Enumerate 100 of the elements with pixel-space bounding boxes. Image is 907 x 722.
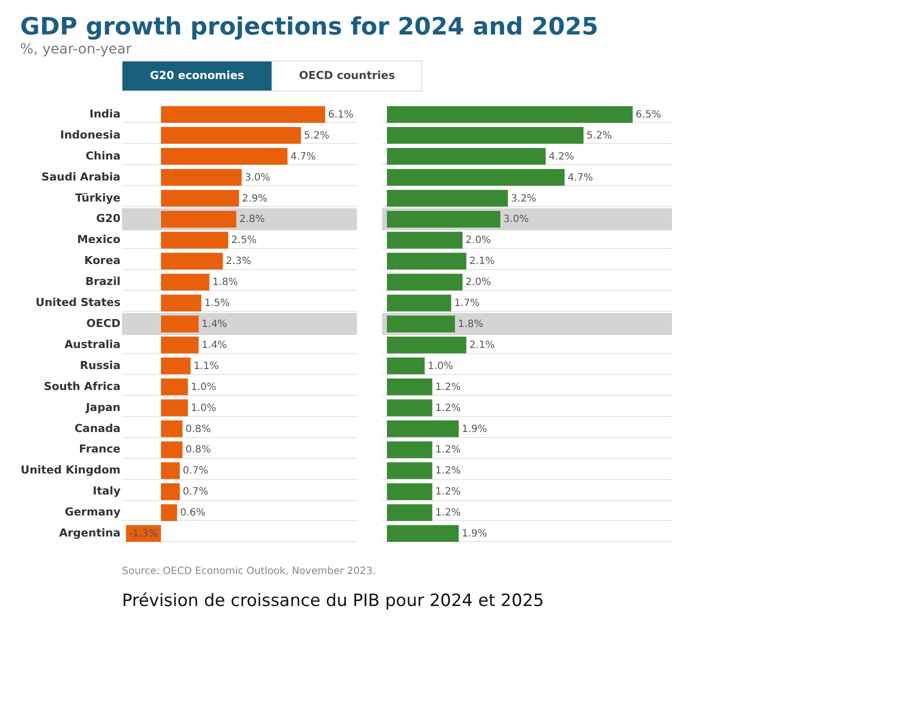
data-label: 1.8% bbox=[212, 277, 238, 288]
data-label: 0.8% bbox=[186, 424, 211, 435]
y-tick-label: United States bbox=[36, 296, 121, 310]
y-tick-label: France bbox=[79, 442, 120, 456]
bar bbox=[386, 336, 466, 354]
y-tick-label: Australia bbox=[64, 338, 120, 351]
bar bbox=[386, 441, 432, 458]
bar bbox=[386, 274, 463, 290]
data-label: 3.0% bbox=[503, 214, 529, 226]
bar bbox=[160, 252, 223, 270]
y-tick-label: South Africa bbox=[44, 380, 120, 393]
text: OECD countries bbox=[298, 69, 396, 82]
data-label: 1.2% bbox=[435, 486, 461, 498]
data-label: 1.2% bbox=[435, 508, 461, 519]
data-label: 2.9% bbox=[242, 193, 268, 204]
bar bbox=[386, 316, 455, 332]
y-tick-label: Canada bbox=[74, 422, 120, 435]
y-tick-label: Germany bbox=[64, 506, 120, 519]
data-label: 1.9% bbox=[462, 424, 488, 435]
y-tick-label: China bbox=[86, 149, 120, 162]
bar bbox=[160, 106, 326, 123]
bar bbox=[386, 483, 432, 500]
data-label: 0.6% bbox=[180, 508, 206, 519]
data-label: 0.7% bbox=[182, 466, 208, 477]
data-label: 0.7% bbox=[182, 486, 208, 498]
y-tick-label: Argentina bbox=[59, 526, 120, 540]
data-label: 1.5% bbox=[204, 298, 230, 310]
y-tick-label: Korea bbox=[84, 254, 120, 268]
data-label: 1.1% bbox=[194, 360, 219, 372]
bar bbox=[160, 420, 182, 438]
bar bbox=[386, 168, 565, 186]
bar bbox=[386, 294, 452, 312]
data-label: 1.0% bbox=[190, 382, 216, 393]
chart-title: GDP growth projections for 2024 and 2025 bbox=[20, 12, 598, 40]
data-label: 1.2% bbox=[435, 402, 461, 414]
text: Prévision de croissance du PIB pour 2024 et 2025 bbox=[122, 591, 544, 611]
bar bbox=[160, 232, 228, 249]
y-tick-label: United Kingdom bbox=[20, 464, 120, 477]
y-tick-label: Mexico bbox=[77, 233, 121, 246]
data-label: 1.0% bbox=[428, 360, 454, 372]
bar bbox=[160, 358, 191, 374]
data-label: 4.7% bbox=[568, 172, 594, 184]
data-label: 4.2% bbox=[548, 151, 574, 162]
y-tick-label: India bbox=[90, 107, 120, 120]
data-label: 4.7% bbox=[290, 151, 316, 162]
bar bbox=[386, 378, 432, 396]
bar bbox=[160, 274, 210, 290]
y-tick-label: Russia bbox=[80, 358, 120, 372]
bar bbox=[160, 378, 188, 396]
data-label: 2.1% bbox=[469, 340, 495, 351]
data-label: 1.2% bbox=[435, 444, 461, 456]
bar bbox=[386, 148, 546, 165]
data-label: 2.0% bbox=[466, 277, 491, 288]
data-label: 1.4% bbox=[202, 340, 228, 351]
bar bbox=[386, 504, 432, 521]
bar bbox=[160, 483, 180, 500]
y-tick-label: Saudi Arabia bbox=[41, 170, 120, 184]
data-label: 2.1% bbox=[469, 256, 495, 268]
bar bbox=[386, 127, 584, 144]
data-label: 3.2% bbox=[510, 193, 536, 204]
data-label: 1.2% bbox=[435, 382, 461, 393]
bar bbox=[386, 462, 432, 480]
bar bbox=[386, 358, 425, 374]
bar bbox=[386, 420, 459, 438]
data-label: 6.5% bbox=[636, 109, 662, 120]
data-label: 0.8% bbox=[186, 444, 211, 456]
data-label: 3.0% bbox=[244, 172, 270, 184]
data-label: 1.4% bbox=[202, 319, 228, 330]
bar bbox=[386, 525, 459, 542]
bar bbox=[160, 127, 301, 144]
data-label: 2.5% bbox=[231, 235, 257, 246]
text: G20 economies bbox=[150, 69, 245, 82]
bar bbox=[160, 462, 180, 480]
data-label: 6.1% bbox=[328, 109, 354, 120]
data-label: 2.3% bbox=[226, 256, 252, 268]
bar bbox=[160, 316, 199, 332]
data-label: -1.3% bbox=[128, 528, 158, 540]
bar bbox=[160, 210, 236, 228]
y-tick-label: Brazil bbox=[85, 275, 120, 288]
data-label: 1.0% bbox=[190, 402, 216, 414]
bar bbox=[160, 336, 199, 354]
y-tick-label: Italy bbox=[92, 484, 120, 498]
bar bbox=[160, 148, 288, 165]
bar bbox=[160, 168, 242, 186]
bar bbox=[386, 232, 463, 249]
bar bbox=[160, 504, 178, 521]
y-tick-label: G20 bbox=[96, 212, 121, 226]
data-label: 1.8% bbox=[458, 319, 484, 330]
y-tick-label: OECD bbox=[86, 317, 120, 330]
data-label: 5.2% bbox=[304, 130, 330, 142]
data-label: 1.2% bbox=[435, 466, 461, 477]
data-label: 5.2% bbox=[586, 130, 612, 142]
data-label: 2.8% bbox=[239, 214, 265, 226]
bar bbox=[160, 294, 202, 312]
source-note: Source: OECD Economic Outlook, November 2023. bbox=[122, 566, 376, 577]
bar bbox=[386, 399, 432, 416]
y-tick-label: Türkiye bbox=[75, 191, 120, 204]
bar bbox=[160, 441, 182, 458]
y-tick-label: Japan bbox=[84, 400, 120, 414]
data-label: 1.7% bbox=[454, 298, 480, 310]
